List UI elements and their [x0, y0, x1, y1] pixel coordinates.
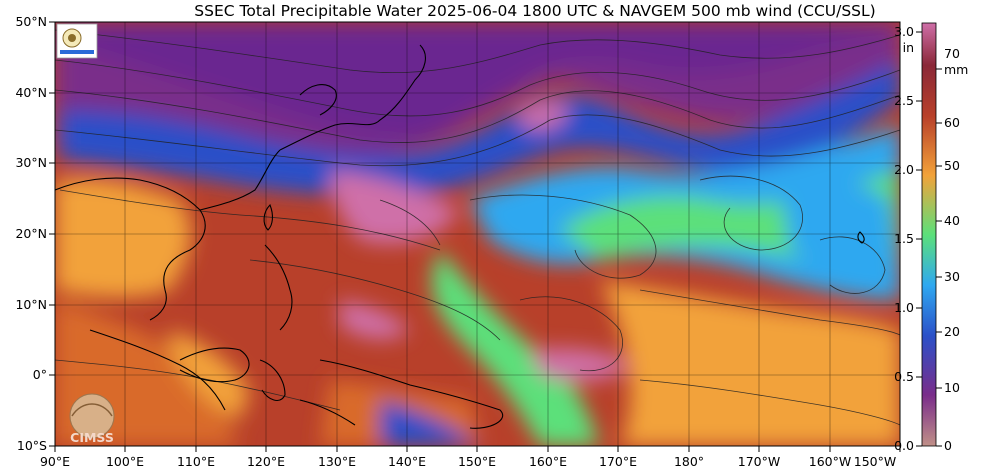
colorbar-inch-tick: 3.0 [894, 24, 914, 39]
latitude-labels: 50°N 40°N 30°N 20°N 10°N 0° 10°S [15, 14, 47, 453]
lon-label: 100°E [106, 454, 144, 469]
lon-label: 130°E [318, 454, 356, 469]
colorbar-mm-unit: mm [944, 62, 968, 77]
coastlines [55, 44, 865, 429]
colorbar-mm-tick: 40 [944, 213, 960, 228]
lon-label: 110°E [177, 454, 215, 469]
colorbar-inch-tick: 0.0 [894, 438, 914, 453]
lon-label: 140°E [388, 454, 426, 469]
colorbar-inch-tick: 2.5 [894, 93, 914, 108]
lat-label: 10°S [17, 438, 47, 453]
ssec-logo [56, 23, 98, 59]
lat-label: 30°N [15, 155, 47, 170]
colorbar-inch-tick: 1.5 [894, 231, 914, 246]
map-title: SSEC Total Precipitable Water 2025-06-04… [194, 2, 876, 20]
lon-label: 160°E [529, 454, 567, 469]
lat-label: 20°N [15, 226, 47, 241]
lon-label: 180° [674, 454, 704, 469]
lon-label: 120°E [247, 454, 285, 469]
colorbar: 3.0 in 2.5 2.0 1.5 1.0 0.5 0.0 70 mm 60 … [894, 22, 968, 453]
cimss-logo: CIMSS [69, 393, 115, 445]
lon-label: 160°W [809, 454, 851, 469]
lon-label: 90°E [40, 454, 70, 469]
lon-label: 150°W [854, 454, 896, 469]
wind-streamlines [55, 29, 900, 426]
graticule [55, 22, 900, 446]
colorbar-mm-tick: 30 [944, 269, 960, 284]
cimss-logo-text: CIMSS [70, 430, 114, 445]
colorbar-mm-tick: 50 [944, 158, 960, 173]
axis-ticks [49, 21, 901, 452]
lon-label: 150°E [458, 454, 496, 469]
colorbar-inch-tick: 1.0 [894, 300, 914, 315]
lat-label: 40°N [15, 85, 47, 100]
colorbar-inch-unit: in [903, 40, 914, 55]
colorbar-mm-tick: 10 [944, 380, 960, 395]
lon-label: 170°E [599, 454, 637, 469]
colorbar-mm-tick: 70 [944, 46, 960, 61]
lon-label: 170°W [738, 454, 780, 469]
colorbar-mm-tick: 60 [944, 115, 960, 130]
colorbar-mm-tick: 20 [944, 324, 960, 339]
lat-label: 0° [33, 367, 47, 382]
lat-label: 50°N [15, 14, 47, 29]
colorbar-mm-tick: 0 [944, 438, 952, 453]
longitude-labels: 90°E 100°E 110°E 120°E 130°E 140°E 150°E… [40, 454, 896, 469]
lat-label: 10°N [15, 297, 47, 312]
colorbar-inch-tick: 2.0 [894, 162, 914, 177]
colorbar-inch-tick: 0.5 [894, 369, 914, 384]
